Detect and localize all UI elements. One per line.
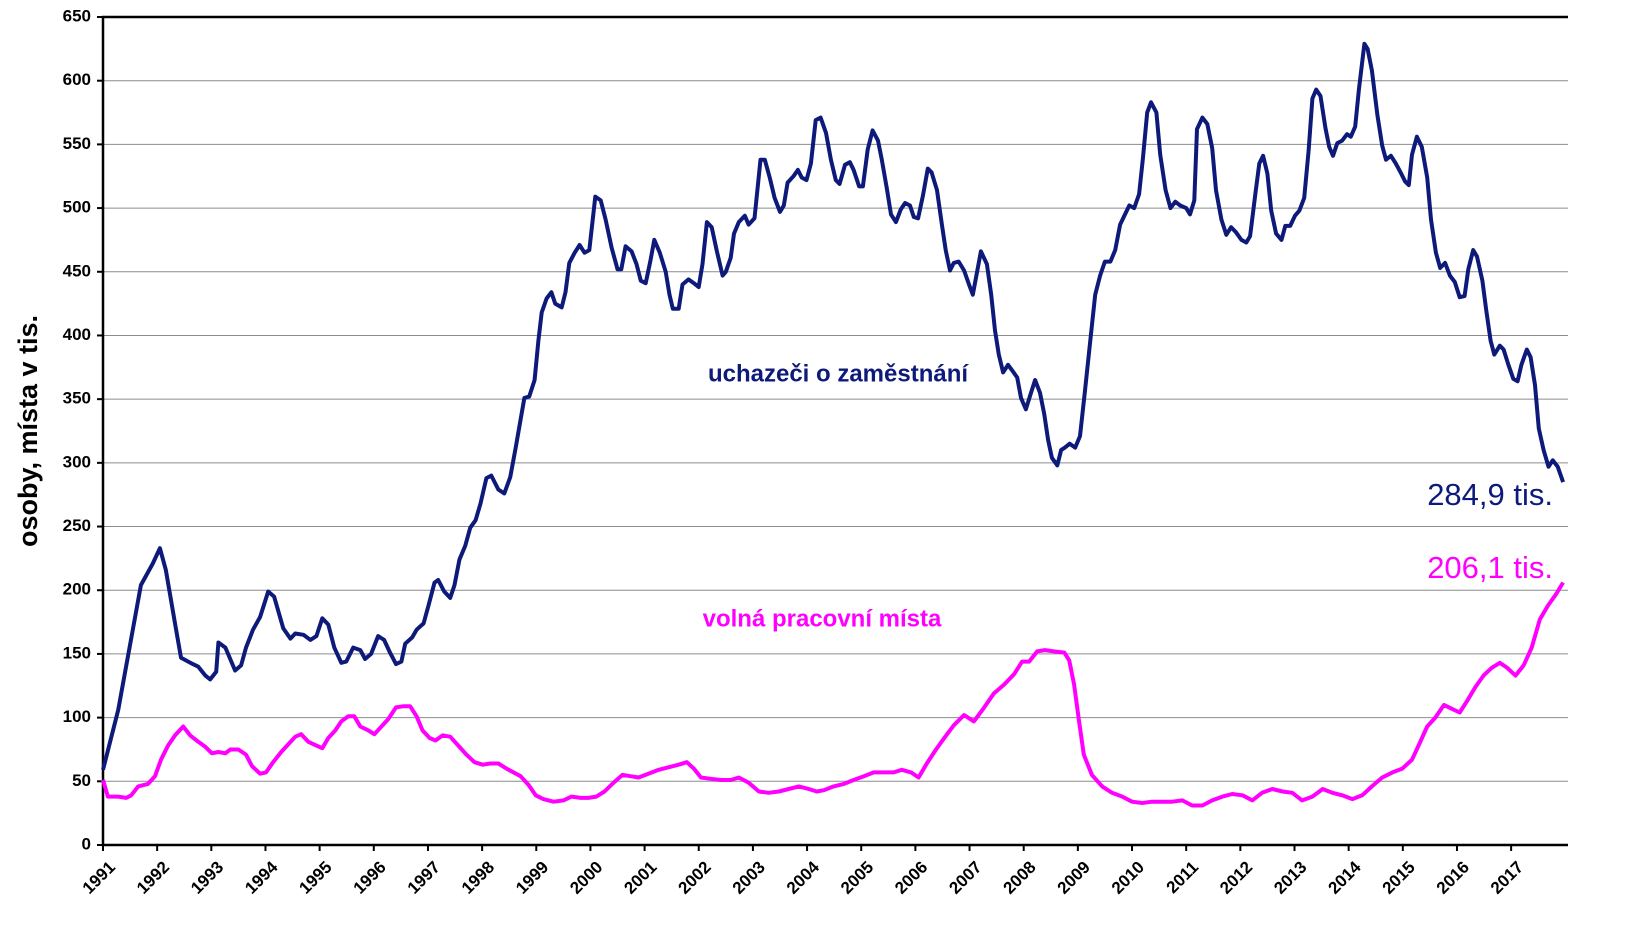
y-tick-label: 450 [63, 261, 91, 280]
x-tick-label: 2010 [1108, 858, 1148, 898]
x-tick-label: 2017 [1487, 858, 1527, 898]
x-tick-label: 2007 [945, 858, 985, 898]
x-tick-label: 2011 [1163, 858, 1203, 898]
y-tick-label: 350 [63, 389, 91, 408]
y-tick-label: 200 [63, 580, 91, 599]
y-tick-label: 500 [63, 198, 91, 217]
x-tick-label: 2016 [1433, 858, 1473, 898]
x-tick-label: 1994 [241, 857, 282, 898]
y-tick-label: 100 [63, 707, 91, 726]
series-line [101, 581, 1565, 808]
x-tick-label: 2006 [891, 858, 931, 898]
end-label: 206,1 tis. [1427, 550, 1553, 585]
x-tick-label: 2015 [1379, 858, 1419, 898]
x-tick-label: 1997 [404, 858, 444, 898]
x-tick-label: 2013 [1270, 858, 1310, 898]
series-label: volná pracovní místa [703, 605, 942, 632]
y-tick-label: 400 [63, 325, 91, 344]
x-tick-label: 2002 [675, 858, 715, 898]
y-axis-label: osoby, místa v tis. [13, 315, 43, 547]
series-line [101, 41, 1565, 771]
x-tick-label: 2012 [1216, 858, 1256, 898]
x-tick-label: 2001 [620, 858, 660, 898]
x-tick-label: 1998 [458, 858, 498, 898]
y-tick-label: 250 [63, 516, 91, 535]
series-label: uchazeči o zaměstnání [708, 360, 969, 387]
y-tick-label: 50 [72, 771, 91, 790]
x-tick-label: 1992 [133, 858, 173, 898]
x-tick-label: 2004 [783, 857, 824, 898]
plot-frame [101, 15, 1568, 847]
y-tick-label: 600 [63, 70, 91, 89]
x-tick-label: 2009 [1054, 858, 1094, 898]
x-tick-label: 2005 [837, 858, 877, 898]
y-tick-label: 300 [63, 452, 91, 471]
x-tick-label: 2000 [566, 858, 606, 898]
x-tick-label: 2008 [1000, 858, 1040, 898]
y-tick-label: 150 [63, 643, 91, 662]
x-tick-label: 2014 [1324, 857, 1365, 898]
y-tick-label: 0 [82, 834, 91, 853]
x-tick-label: 1993 [187, 858, 227, 898]
x-tick-label: 1991 [79, 858, 119, 898]
x-tick-label: 1999 [512, 858, 552, 898]
y-tick-label: 650 [63, 6, 91, 25]
end-label: 284,9 tis. [1427, 477, 1553, 512]
x-tick-label: 1996 [350, 858, 390, 898]
y-tick-label: 550 [63, 134, 91, 153]
x-tick-label: 2003 [729, 858, 769, 898]
x-tick-label: 1995 [295, 858, 335, 898]
